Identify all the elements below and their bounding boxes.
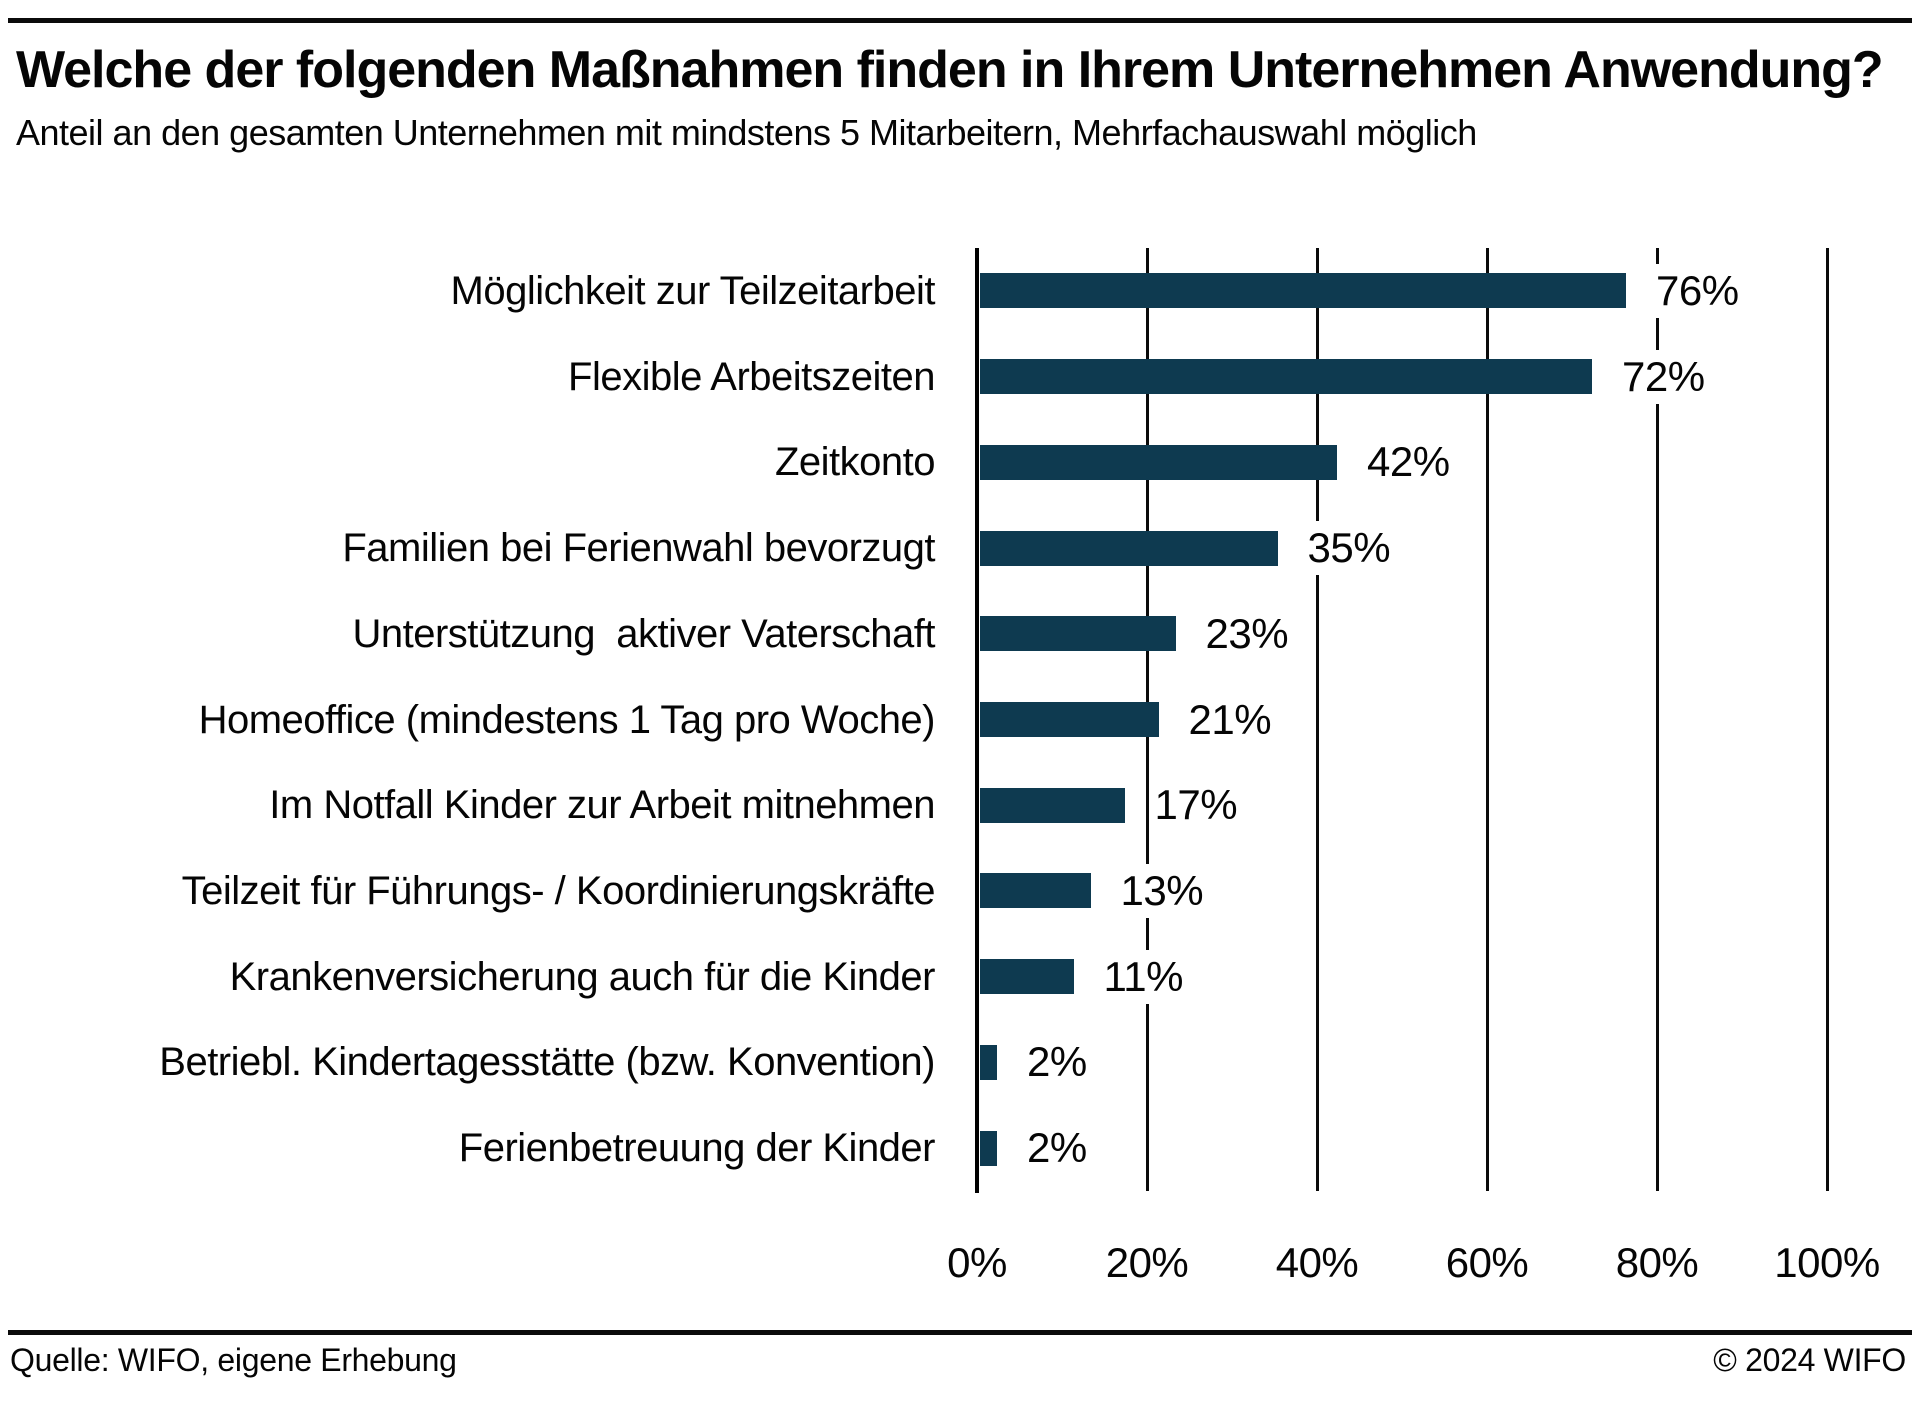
- copyright-note: © 2024 WIFO: [1713, 1342, 1906, 1378]
- x-tick-label: 100%: [1774, 1239, 1880, 1286]
- category-label: Krankenversicherung auch für die Kinder: [229, 954, 936, 999]
- gridline-80: [1656, 248, 1659, 1191]
- value-label: 76%: [1650, 263, 1745, 318]
- bar: [980, 873, 1091, 909]
- x-tick-label: 0%: [947, 1239, 1007, 1286]
- top-rule: [8, 18, 1912, 23]
- bar: [980, 444, 1337, 480]
- x-tick-label: 20%: [1105, 1239, 1189, 1286]
- bar: [980, 530, 1278, 566]
- gridline-100: [1826, 248, 1829, 1191]
- gridline-60: [1486, 248, 1489, 1191]
- bar: [980, 787, 1125, 823]
- category-label: Unterstützung aktiver Vaterschaft: [352, 611, 935, 656]
- category-label: Ferienbetreuung der Kinder: [458, 1126, 936, 1171]
- value-label: 11%: [1097, 949, 1189, 1004]
- bar: [980, 702, 1159, 737]
- value-label: 21%: [1182, 692, 1278, 747]
- category-label: Möglichkeit zur Teilzeitarbeit: [450, 268, 936, 313]
- category-label: Betriebl. Kindertagesstätte (bzw. Konven…: [159, 1040, 935, 1085]
- value-label: 2%: [1021, 1035, 1093, 1090]
- bar: [980, 616, 1176, 652]
- x-tick-label: 80%: [1615, 1239, 1699, 1286]
- chart-title: Welche der folgenden Maßnahmen finden in…: [16, 41, 1884, 99]
- chart-subtitle: Anteil an den gesamten Unternehmen mit m…: [16, 112, 1477, 153]
- bar: [980, 273, 1626, 309]
- y-axis-line: [975, 248, 979, 1193]
- value-label: 13%: [1114, 863, 1210, 918]
- value-label: 42%: [1361, 435, 1456, 490]
- category-label: Familien bei Ferienwahl bevorzugt: [342, 526, 935, 571]
- bar: [980, 1130, 997, 1166]
- bottom-rule: [8, 1330, 1912, 1335]
- source-note: Quelle: WIFO, eigene Erhebung: [10, 1342, 457, 1378]
- value-label: 35%: [1301, 521, 1397, 576]
- category-label: Homeoffice (mindestens 1 Tag pro Woche): [198, 697, 936, 742]
- bar: [980, 359, 1592, 395]
- category-label: Teilzeit für Führungs- / Koordinierungsk…: [181, 868, 936, 913]
- value-label: 72%: [1616, 349, 1711, 404]
- category-label: Im Notfall Kinder zur Arbeit mitnehmen: [269, 783, 935, 828]
- bar: [980, 959, 1074, 995]
- category-label: Zeitkonto: [774, 440, 936, 485]
- x-tick-label: 40%: [1275, 1239, 1359, 1286]
- value-label: 17%: [1148, 778, 1244, 833]
- gridline-40: [1316, 248, 1319, 1191]
- bar: [980, 1044, 997, 1080]
- value-label: 23%: [1199, 606, 1295, 661]
- category-label: Flexible Arbeitszeiten: [568, 354, 935, 399]
- x-tick-label: 60%: [1445, 1239, 1529, 1286]
- value-label: 2%: [1021, 1121, 1093, 1176]
